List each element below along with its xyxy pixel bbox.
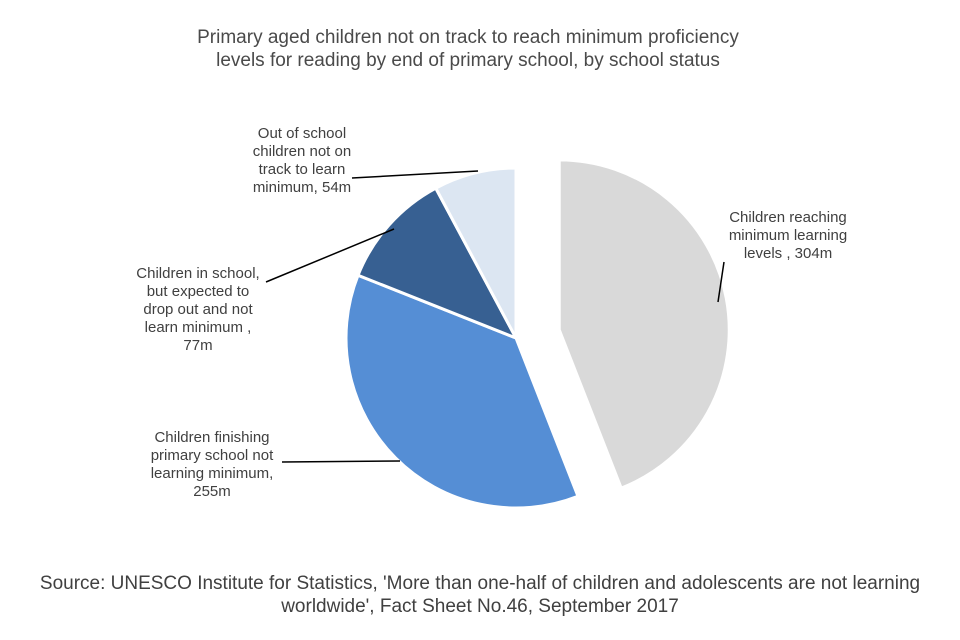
- leader-line-3: [265, 228, 395, 283]
- pie-slice-1: [557, 158, 731, 491]
- leader-line-1: [717, 261, 725, 303]
- slice-label-2: Children finishing primary school not lear…: [151, 429, 274, 500]
- leader-line-2: [281, 460, 401, 463]
- slice-label-4: Out of school children not on track to lea…: [253, 125, 351, 196]
- source-note: Source: UNESCO Institute for Statistics,…: [39, 573, 921, 617]
- leader-line-4: [351, 170, 479, 179]
- pie-slice-4: [433, 166, 518, 339]
- pie-slice-2: [344, 273, 580, 510]
- slice-label-1: Children reaching minimum learning levels …: [729, 209, 847, 262]
- chart-title: Primary aged children not on track to re…: [197, 27, 739, 71]
- slice-label-3: Children in school, but expected to drop o…: [136, 265, 259, 354]
- pie-slice-3: [356, 186, 520, 341]
